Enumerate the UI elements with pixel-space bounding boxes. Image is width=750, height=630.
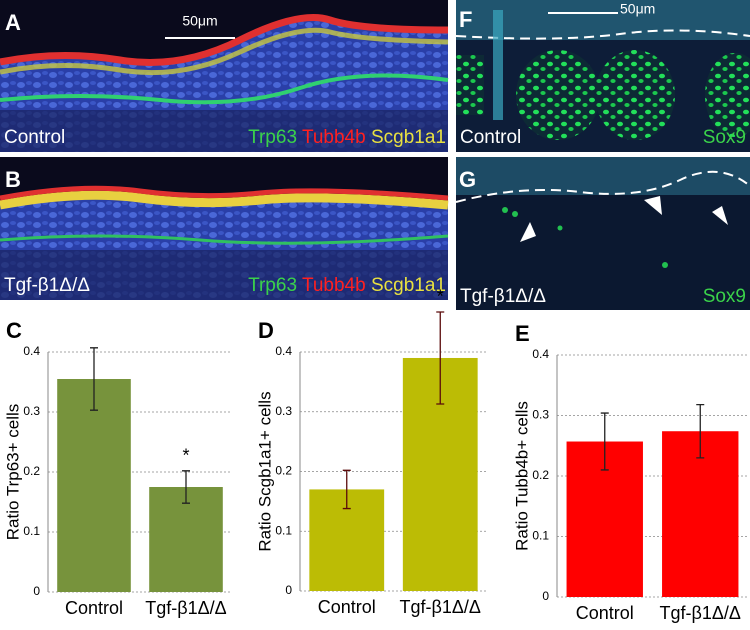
cartilage (456, 55, 484, 115)
cartilage (705, 53, 750, 137)
stroma (0, 250, 448, 300)
y-tick-label: 0 (33, 584, 40, 598)
y-tick-label: 0.1 (532, 529, 549, 543)
x-tick-label: Tgf-β1Δ/Δ (400, 597, 481, 617)
basement-line (455, 170, 750, 203)
panel-letter: C (6, 318, 22, 343)
secretory-layer (0, 190, 449, 210)
error-bar (696, 403, 705, 459)
scale-bar-label: 50μm (182, 13, 217, 29)
apical-layer (0, 185, 449, 201)
condition-label: Control (4, 127, 65, 148)
y-tick-label: 0.3 (275, 404, 292, 418)
y-tick-label: 0.4 (275, 344, 292, 358)
y-tick-label: 0.2 (23, 464, 40, 478)
basement-line (455, 29, 750, 40)
marker: Scgb1a1 (371, 127, 446, 148)
nucleus (662, 262, 668, 268)
secretory-layer (0, 27, 449, 76)
marker: Sox9 (703, 286, 746, 307)
y-tick-label: 0.4 (532, 347, 549, 361)
bar (149, 487, 223, 592)
y-tick-label: 0 (542, 589, 549, 603)
image-panel-a: 50μm A Control Trp63 Tubb4b Scgb1a1 (0, 0, 449, 152)
nucleus (557, 225, 563, 231)
x-tick-label: Control (318, 597, 376, 617)
y-tick-label: 0.2 (532, 468, 549, 482)
basal-layer (0, 234, 449, 245)
basal-layer (0, 73, 449, 105)
epithelium (456, 0, 750, 40)
y-tick-label: 0.4 (23, 344, 40, 358)
panel-letter: E (515, 321, 530, 346)
nucleus (512, 211, 518, 217)
condition-label: Tgf-β1Δ/Δ (460, 286, 546, 307)
error-bar (342, 469, 351, 510)
bar (57, 379, 131, 592)
error-bar (600, 412, 609, 471)
panel-letter: F (459, 7, 472, 32)
y-axis-label: Ratio Tubb4b+ cells (512, 401, 531, 551)
y-axis-label: Ratio Scgb1a1+ cells (255, 391, 274, 551)
x-tick-label: Control (65, 598, 123, 618)
gland-duct (493, 10, 503, 120)
marker: Trp63 (248, 275, 297, 296)
marker: Scgb1a1 (371, 275, 446, 296)
nucleus (502, 207, 508, 213)
y-tick-label: 0.1 (23, 524, 40, 538)
error-bar (90, 347, 98, 411)
annotation: * (437, 287, 444, 307)
x-tick-label: Control (576, 603, 634, 623)
apical-layer (0, 14, 449, 66)
error-bar (436, 311, 445, 405)
x-tick-label: Tgf-β1Δ/Δ (145, 598, 226, 618)
condition-label: Tgf-β1Δ/Δ (4, 275, 90, 296)
cartilage (595, 50, 675, 140)
y-tick-label: 0 (285, 583, 292, 597)
marker: Tubb4b (302, 127, 366, 148)
y-tick-label: 0.3 (23, 404, 40, 418)
y-tick-label: 0.3 (532, 408, 549, 422)
bar (662, 431, 739, 597)
y-tick-label: 0.2 (275, 464, 292, 478)
panel-letter: G (459, 167, 476, 192)
condition-label: Control (460, 127, 521, 148)
cartilage (516, 50, 600, 140)
panel-letter: A (5, 10, 21, 35)
epithelium (456, 157, 750, 195)
marker-legend: Trp63 Tubb4b Scgb1a1 (248, 275, 446, 296)
scale-bar-label: 50μm (620, 1, 655, 17)
y-tick-label: 0.1 (275, 523, 292, 537)
arrowhead (712, 206, 728, 225)
marker: Trp63 (248, 127, 297, 148)
x-tick-label: Tgf-β1Δ/Δ (660, 603, 741, 623)
panel-letter: B (5, 167, 21, 192)
marker: Sox9 (703, 127, 746, 148)
arrowhead (644, 196, 662, 215)
annotation: * (182, 446, 189, 466)
arrowhead (520, 222, 536, 242)
image-panel-b: B Tgf-β1Δ/Δ Trp63 Tubb4b Scgb1a1 (0, 157, 449, 300)
image-panel-f: 50μm F Control Sox9 (455, 0, 750, 152)
y-axis-label: Ratio Trp63+ cells (3, 404, 22, 541)
panel-letter: D (258, 318, 274, 343)
stroma (0, 110, 448, 152)
image-panel-g: G Tgf-β1Δ/Δ Sox9 (455, 157, 750, 310)
error-bar (182, 470, 190, 504)
marker: Tubb4b (302, 275, 366, 296)
marker-legend: Trp63 Tubb4b Scgb1a1 (248, 127, 446, 148)
